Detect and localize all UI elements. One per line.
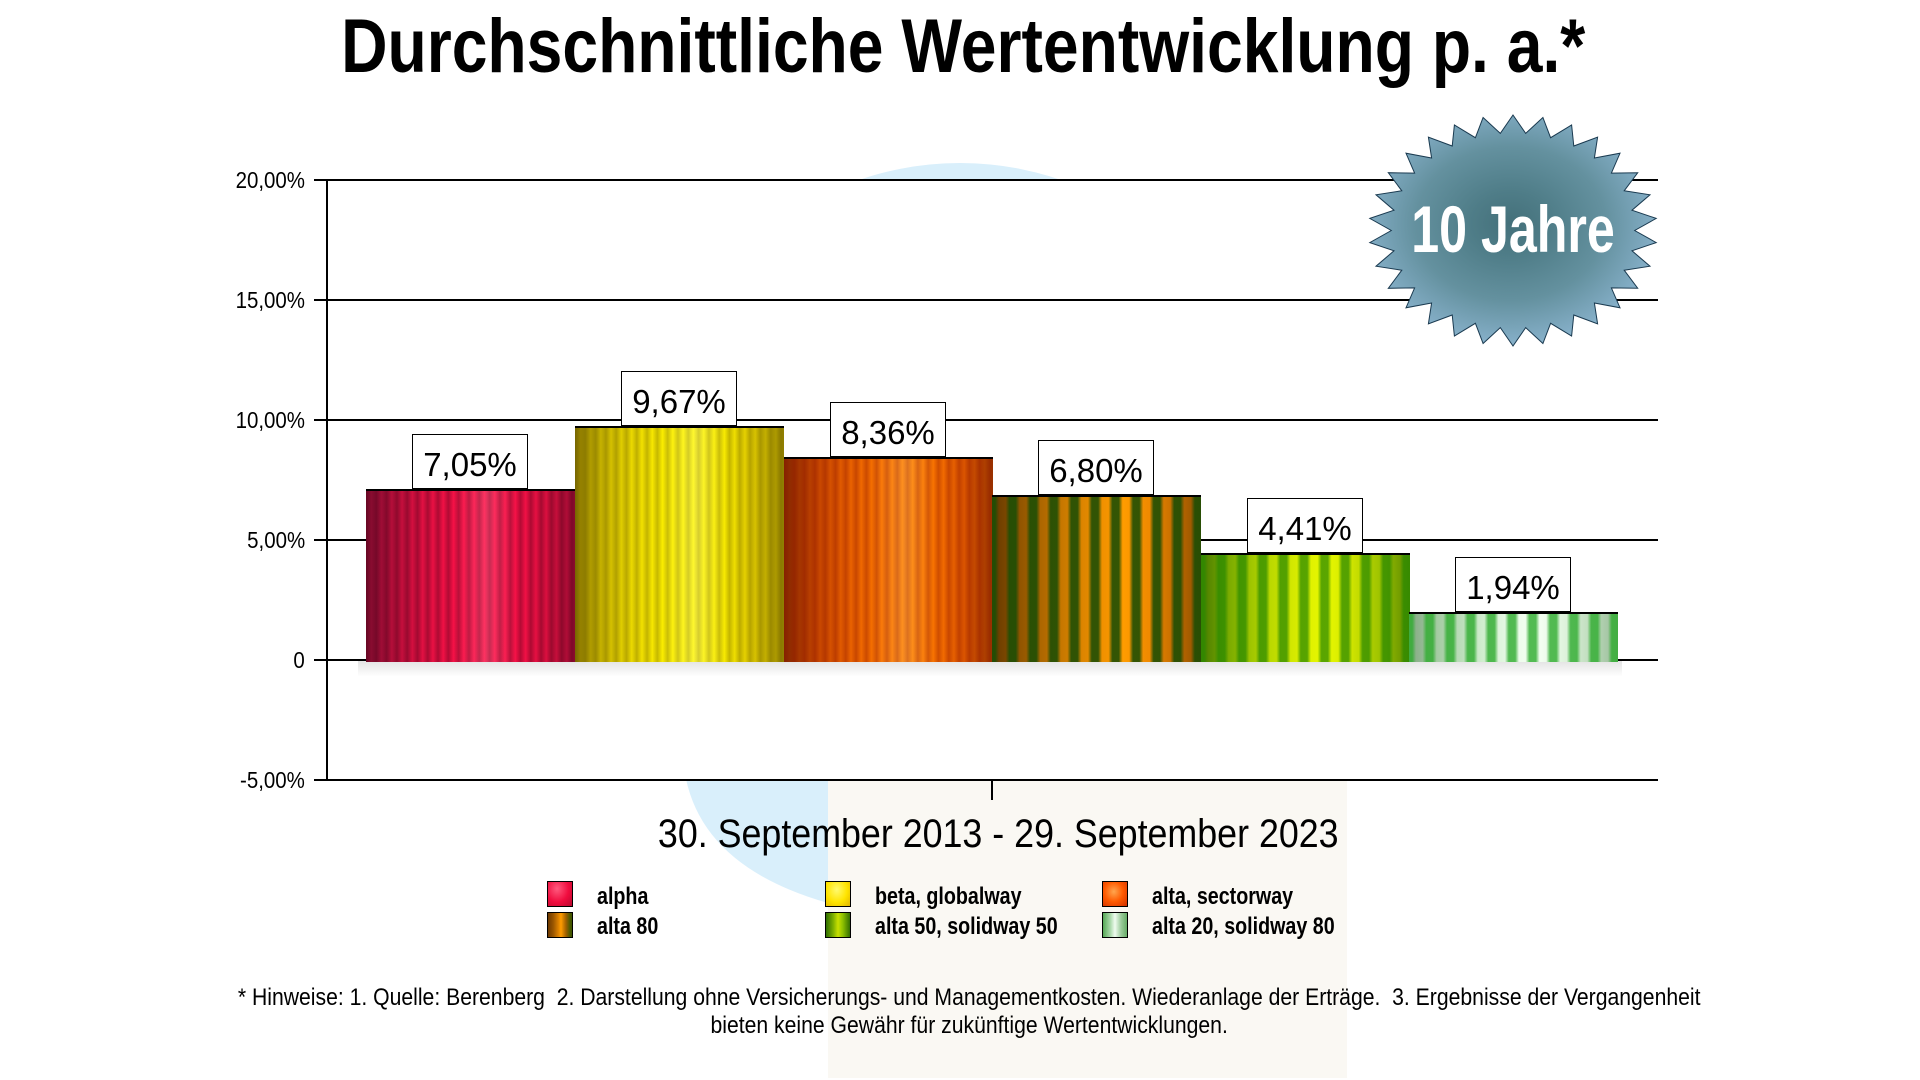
svg-text:10 Jahre: 10 Jahre (1411, 193, 1615, 266)
